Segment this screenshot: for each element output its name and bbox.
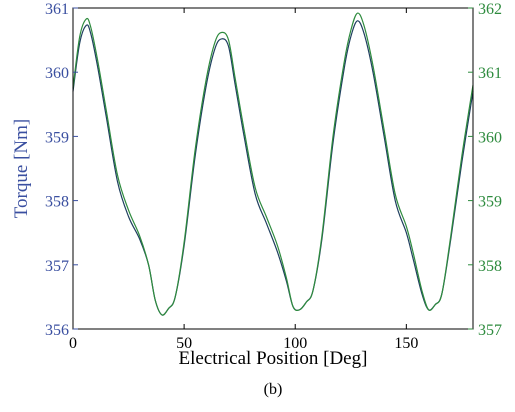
y-right-tick-label: 359 <box>478 194 502 211</box>
y-right-tick-label: 361 <box>478 65 502 82</box>
series-line-left <box>72 20 474 316</box>
axis-ticks <box>72 7 473 330</box>
y-right-tick-label: 362 <box>478 1 502 18</box>
figure-caption: (b) <box>264 381 283 398</box>
x-tick-label: 0 <box>69 335 77 352</box>
x-tick-label: 150 <box>394 335 418 352</box>
x-axis-label: Electrical Position [Deg] <box>179 348 368 369</box>
y-left-tick-label: 357 <box>45 258 69 275</box>
y-left-tick-label: 356 <box>45 322 69 339</box>
plot-lines <box>72 12 474 316</box>
y-right-tick-label: 357 <box>478 322 502 339</box>
y-right-tick-label: 360 <box>478 129 502 146</box>
y-right-tick-label: 358 <box>478 258 502 275</box>
y-left-tick-label: 358 <box>45 194 69 211</box>
x-tick-label: 100 <box>283 335 307 352</box>
y-left-tick-label: 360 <box>45 65 69 82</box>
y-left-tick-label: 359 <box>45 129 69 146</box>
plot-frame <box>72 7 474 330</box>
x-tick-label: 50 <box>176 335 192 352</box>
axis-tick-labels: 0 50 100 150 356 357 358 359 360 361 357 358 359 360 3… <box>45 1 502 352</box>
series-line-right <box>72 12 474 316</box>
y-axis-left-label: Torque [Nm] <box>11 119 32 218</box>
y-left-tick-label: 361 <box>45 1 69 18</box>
